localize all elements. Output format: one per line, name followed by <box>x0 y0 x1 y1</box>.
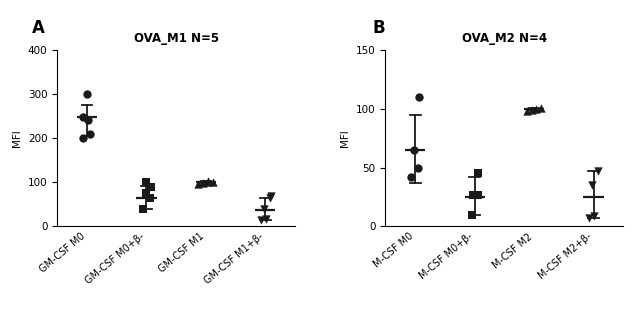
Point <box>141 180 151 185</box>
Text: A: A <box>32 19 45 37</box>
Point <box>536 105 546 110</box>
Point <box>522 109 532 114</box>
Point <box>82 91 92 97</box>
Point <box>473 171 483 176</box>
Point <box>139 206 149 211</box>
Point <box>265 195 275 200</box>
Point <box>409 147 419 153</box>
Point <box>83 117 93 122</box>
Y-axis label: MFI: MFI <box>340 129 350 147</box>
Point <box>258 206 268 211</box>
Point <box>527 107 537 113</box>
Point <box>141 191 151 196</box>
Point <box>406 174 416 180</box>
Point <box>78 136 88 141</box>
Point <box>584 215 595 221</box>
Point <box>208 180 218 185</box>
Point <box>146 184 156 189</box>
Point <box>203 180 213 185</box>
Point <box>468 192 478 197</box>
Point <box>203 179 213 184</box>
Point <box>256 217 266 222</box>
Point <box>593 168 603 174</box>
Text: B: B <box>373 19 385 37</box>
Point <box>413 94 424 100</box>
Point <box>266 194 276 199</box>
Title: OVA_M2 N=4: OVA_M2 N=4 <box>462 32 547 45</box>
Point <box>78 114 88 120</box>
Point <box>589 213 599 218</box>
Point <box>413 165 423 170</box>
Point <box>586 182 597 188</box>
Point <box>261 217 271 222</box>
Point <box>532 106 542 112</box>
Point <box>145 195 155 200</box>
Title: OVA_M1 N=5: OVA_M1 N=5 <box>134 32 219 45</box>
Point <box>467 212 477 217</box>
Point <box>193 181 203 186</box>
Point <box>198 180 208 185</box>
Y-axis label: MFI: MFI <box>12 129 22 147</box>
Point <box>473 192 483 197</box>
Point <box>85 131 95 137</box>
